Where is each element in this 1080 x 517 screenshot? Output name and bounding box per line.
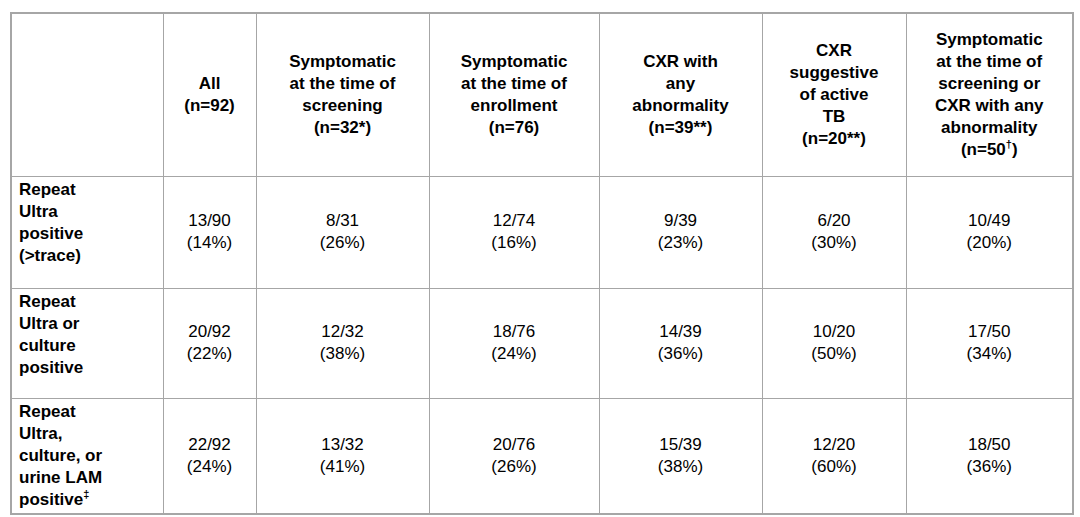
data-cell: 10/20 (50%) [762,288,906,398]
row-label-repeat-ultra-culture-or-lam-positive: Repeat Ultra, culture, or urine LAM posi… [11,398,163,514]
table-row-repeat-ultra-or-culture-positive: Repeat Ultra or culture positive 20/92 (… [11,288,1073,398]
data-cell: 9/39 (23%) [599,176,762,288]
data-cell: 12/20 (60%) [762,398,906,514]
data-cell: 13/90 (14%) [163,176,256,288]
data-cell: 6/20 (30%) [762,176,906,288]
data-cell: 22/92 (24%) [163,398,256,514]
data-cell: 15/39 (38%) [599,398,762,514]
table-row-repeat-ultra-positive: Repeat Ultra positive (>trace) 13/90 (14… [11,176,1073,288]
data-cell: 17/50 (34%) [906,288,1073,398]
data-cell: 12/74 (16%) [429,176,599,288]
data-cell: 13/32 (41%) [256,398,429,514]
row-label-repeat-ultra-or-culture-positive: Repeat Ultra or culture positive [11,288,163,398]
data-cell: 10/49 (20%) [906,176,1073,288]
data-cell: 20/92 (22%) [163,288,256,398]
col-header-symptomatic-or-cxr-close-paren: ) [1012,140,1018,159]
col-header-all: All (n=92) [163,13,256,176]
col-header-symptomatic-screening: Symptomatic at the time of screening (n=… [256,13,429,176]
col-header-symptomatic-enrollment: Symptomatic at the time of enrollment (n… [429,13,599,176]
corner-cell [11,13,163,176]
col-header-symptomatic-or-cxr: Symptomatic at the time of screening or … [906,13,1073,176]
data-cell: 12/32 (38%) [256,288,429,398]
col-header-cxr-any-abnormality: CXR with any abnormality (n=39**) [599,13,762,176]
data-cell: 18/76 (24%) [429,288,599,398]
col-header-cxr-active-tb: CXR suggestive of active TB (n=20**) [762,13,906,176]
data-cell: 18/50 (36%) [906,398,1073,514]
page: { "table": { "header": { "corner": "", "… [0,0,1080,517]
row-label-text: Repeat Ultra, culture, or urine LAM posi… [19,402,102,509]
double-dagger-footnote-marker: ‡ [83,488,89,500]
data-cell: 20/76 (26%) [429,398,599,514]
header-row: All (n=92) Symptomatic at the time of sc… [11,13,1073,176]
results-table: All (n=92) Symptomatic at the time of sc… [10,12,1074,515]
row-label-repeat-ultra-positive: Repeat Ultra positive (>trace) [11,176,163,288]
col-header-symptomatic-or-cxr-text: Symptomatic at the time of screening or … [935,30,1044,159]
data-cell: 14/39 (36%) [599,288,762,398]
data-cell: 8/31 (26%) [256,176,429,288]
table-row-repeat-ultra-culture-or-lam-positive: Repeat Ultra, culture, or urine LAM posi… [11,398,1073,514]
